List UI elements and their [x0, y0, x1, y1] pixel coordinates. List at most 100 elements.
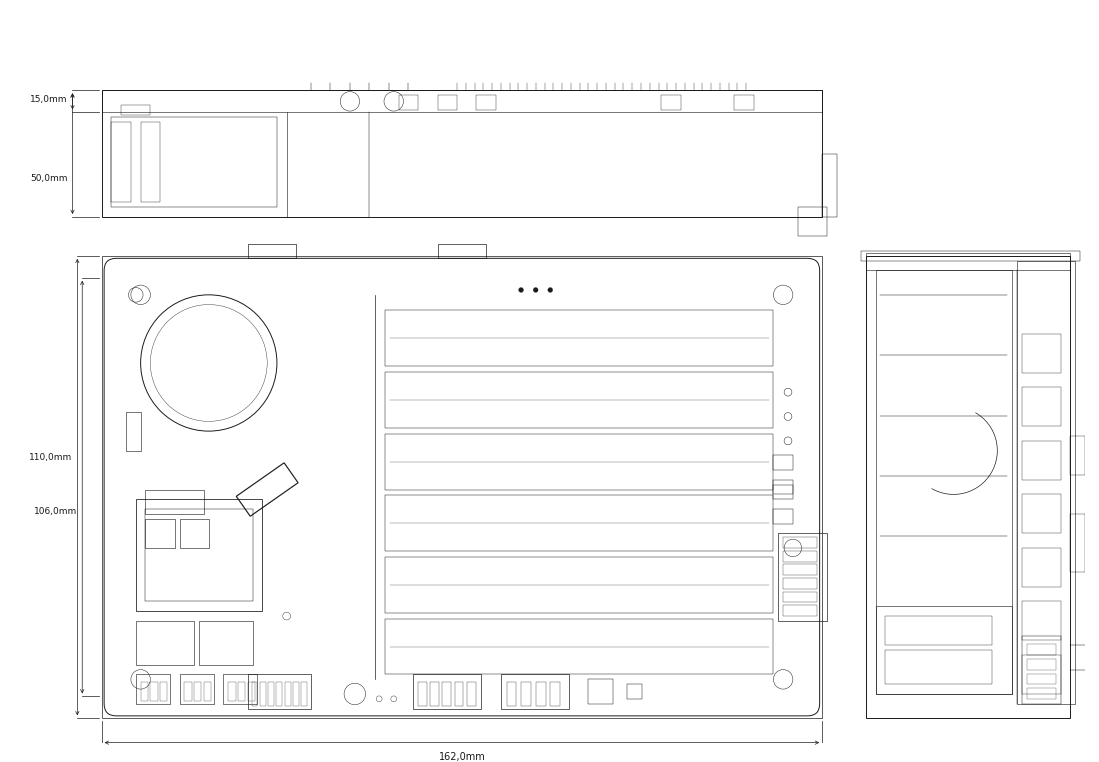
Bar [195, 682, 201, 701]
Bar [229, 682, 235, 701]
Bar [784, 551, 818, 562]
Bar [1022, 601, 1061, 640]
Text: 50,0mm: 50,0mm [30, 174, 68, 183]
Bar [285, 682, 290, 706]
Bar [774, 509, 792, 523]
Text: 15,0mm: 15,0mm [30, 95, 68, 104]
Bar [268, 682, 274, 706]
Bar [477, 95, 496, 110]
Bar [784, 592, 818, 603]
Bar [734, 95, 754, 110]
Bar [247, 682, 255, 701]
Circle shape [519, 287, 523, 293]
Bar [418, 682, 426, 706]
Bar [437, 95, 457, 110]
Bar [111, 122, 131, 203]
Bar [1026, 645, 1056, 655]
Bar [293, 682, 299, 706]
Bar [784, 565, 818, 575]
Bar [886, 616, 992, 645]
Bar [301, 682, 307, 706]
Bar [1070, 436, 1085, 475]
Bar [141, 682, 148, 701]
Bar [399, 95, 418, 110]
Text: 162,0mm: 162,0mm [439, 752, 486, 762]
Bar [247, 674, 311, 709]
Bar [437, 244, 486, 258]
Bar [1022, 334, 1061, 373]
Bar [385, 557, 774, 613]
Bar [151, 682, 157, 701]
Bar [160, 682, 167, 701]
Bar [784, 537, 818, 548]
Bar [521, 682, 531, 706]
Bar [111, 117, 277, 207]
Bar [385, 310, 774, 367]
Bar [185, 682, 191, 701]
Bar [1022, 636, 1061, 703]
Bar [774, 480, 792, 495]
Bar [238, 682, 245, 701]
Bar [876, 607, 1012, 694]
Bar [204, 682, 211, 701]
Bar [866, 256, 1070, 719]
Bar [126, 411, 141, 450]
Circle shape [547, 287, 553, 293]
Bar [385, 434, 774, 489]
Bar [145, 519, 175, 548]
Bar [628, 684, 642, 699]
Bar [507, 682, 517, 706]
Bar [774, 456, 792, 470]
Bar [501, 674, 569, 709]
Bar [259, 682, 266, 706]
Bar [385, 495, 774, 551]
Bar [822, 154, 836, 217]
Bar [223, 674, 257, 703]
Bar [866, 254, 1070, 271]
Bar [536, 682, 545, 706]
Bar [1026, 688, 1056, 699]
Bar [778, 533, 826, 621]
Bar [179, 519, 209, 548]
Bar [1022, 441, 1061, 480]
Text: 106,0mm: 106,0mm [34, 507, 77, 516]
Bar [1070, 514, 1085, 572]
Bar [102, 91, 822, 217]
Bar [1022, 548, 1061, 587]
Bar [145, 489, 204, 514]
Bar [551, 682, 560, 706]
Bar [385, 619, 774, 674]
Bar [861, 251, 1080, 261]
Bar [136, 674, 170, 703]
Bar [179, 674, 213, 703]
Circle shape [533, 287, 539, 293]
Bar [443, 682, 452, 706]
Bar [136, 499, 263, 611]
Bar [1022, 655, 1061, 694]
Bar [121, 105, 151, 115]
Bar [1017, 261, 1075, 703]
Bar [1026, 659, 1056, 670]
Bar [385, 372, 774, 428]
Bar [277, 682, 282, 706]
Bar [1026, 674, 1056, 684]
Bar [1022, 495, 1061, 533]
Bar [430, 682, 439, 706]
Bar [588, 680, 613, 703]
Bar [784, 578, 818, 589]
Bar [247, 244, 297, 258]
Bar [199, 621, 253, 664]
Bar [662, 95, 681, 110]
Bar [102, 256, 822, 719]
Bar [1022, 387, 1061, 426]
Bar [145, 509, 253, 601]
Bar [886, 650, 992, 684]
Bar [774, 485, 792, 499]
Bar [102, 91, 822, 112]
Bar [413, 674, 481, 709]
Bar [141, 122, 160, 203]
Bar [876, 271, 1012, 694]
Bar [467, 682, 476, 706]
Bar [798, 207, 826, 236]
Bar [784, 605, 818, 616]
